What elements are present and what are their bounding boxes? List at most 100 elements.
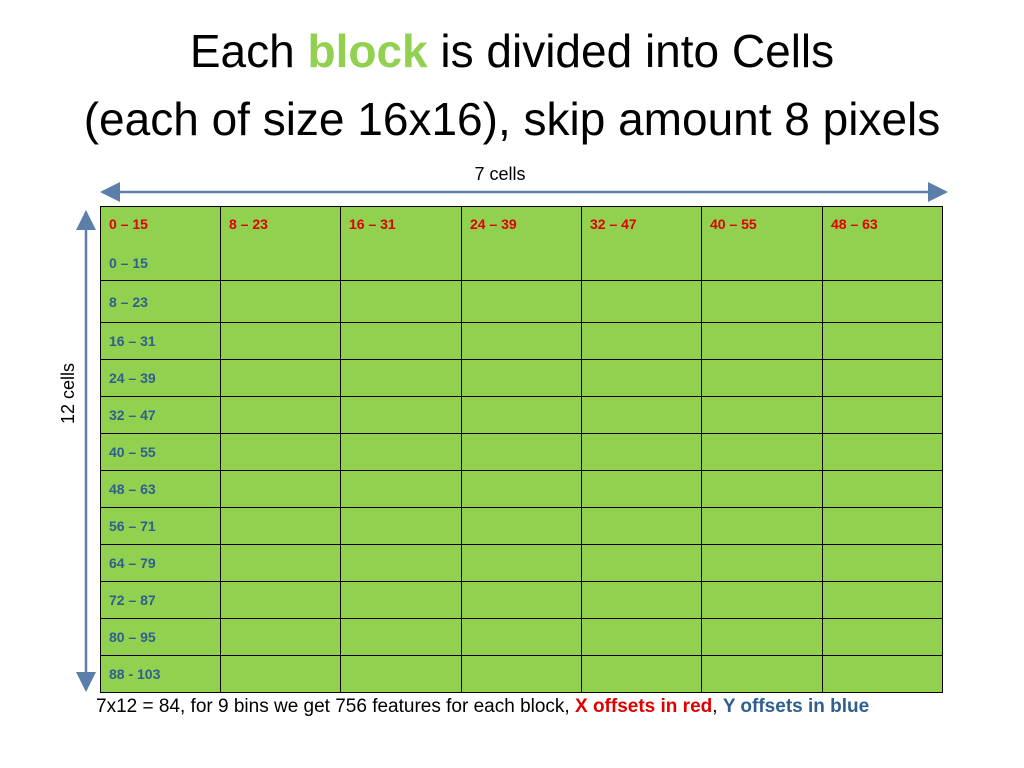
grid-cell — [701, 433, 823, 471]
grid-cell — [461, 359, 582, 397]
grid-cell — [461, 507, 582, 545]
grid-cell — [822, 618, 943, 656]
y-offset-label: 0 – 15 — [109, 255, 148, 271]
grid-row: 24 – 39 — [100, 359, 943, 397]
grid-cell — [461, 280, 582, 323]
grid-cell — [461, 544, 582, 582]
grid-cell: 40 – 55 — [100, 433, 221, 471]
grid-cell — [701, 655, 823, 693]
grid-cell — [220, 470, 341, 508]
grid-cell — [340, 507, 462, 545]
slide-title-line2: (each of size 16x16), skip amount 8 pixe… — [83, 93, 941, 145]
grid-cell: 40 – 55 — [701, 206, 823, 281]
grid-cell — [701, 618, 823, 656]
grid-row: 0 – 15 0 – 15 8 – 23 16 – 31 24 – 39 32 – 47 4… — [100, 206, 943, 281]
grid-cell — [340, 396, 462, 434]
x-offset-label: 24 – 39 — [470, 216, 517, 232]
y-offset-label: 72 – 87 — [109, 592, 156, 608]
grid-cell — [340, 359, 462, 397]
columns-count-label: 7 cells — [474, 164, 526, 184]
grid-row: 8 – 23 — [100, 280, 943, 323]
grid-cell — [340, 470, 462, 508]
grid-cell — [340, 581, 462, 619]
grid-row: 80 – 95 — [100, 618, 943, 656]
grid-cell — [822, 655, 943, 693]
grid-cell — [220, 322, 341, 360]
grid-cell — [581, 655, 702, 693]
grid-cell — [822, 359, 943, 397]
grid-cell: 24 – 39 — [100, 359, 221, 397]
grid-cell — [581, 581, 702, 619]
grid-cell — [461, 322, 582, 360]
grid-cell: 32 – 47 — [581, 206, 702, 281]
title-highlight-block: block — [307, 25, 428, 77]
x-offset-label: 0 – 15 — [109, 216, 148, 232]
grid-cell — [220, 507, 341, 545]
grid-cell — [220, 433, 341, 471]
y-offset-label: 40 – 55 — [109, 444, 156, 460]
footer-note: 7x12 = 84, for 9 bins we get 756 feature… — [96, 696, 996, 718]
grid-cell — [220, 655, 341, 693]
grid-cell: 48 – 63 — [100, 470, 221, 508]
cell-grid: 0 – 15 0 – 15 8 – 23 16 – 31 24 – 39 32 – 47 4… — [100, 206, 943, 693]
grid-row: 88 - 103 — [100, 655, 943, 693]
grid-cell — [340, 280, 462, 323]
grid-cell — [220, 618, 341, 656]
grid-row: 72 – 87 — [100, 581, 943, 619]
grid-cell — [701, 280, 823, 323]
grid-cell — [822, 433, 943, 471]
grid-cell: 64 – 79 — [100, 544, 221, 582]
x-offset-label: 16 – 31 — [349, 216, 396, 232]
grid-cell — [701, 322, 823, 360]
grid-cell — [581, 433, 702, 471]
x-offset-label: 48 – 63 — [831, 216, 878, 232]
grid-cell — [220, 544, 341, 582]
grid-cell — [822, 396, 943, 434]
grid-cell — [822, 322, 943, 360]
title-prefix: Each — [189, 25, 308, 77]
grid-cell — [220, 396, 341, 434]
y-offset-label: 56 – 71 — [109, 518, 156, 534]
grid-cell — [581, 322, 702, 360]
grid-row: 64 – 79 — [100, 544, 943, 582]
grid-cell — [701, 581, 823, 619]
y-offset-label: 80 – 95 — [109, 629, 156, 645]
grid-row: 32 – 47 — [100, 396, 943, 434]
grid-cell — [220, 359, 341, 397]
grid-cell: 24 – 39 — [461, 206, 582, 281]
grid-cell — [581, 544, 702, 582]
grid-cell — [461, 581, 582, 619]
grid-row: 48 – 63 — [100, 470, 943, 508]
grid-cell — [581, 470, 702, 508]
grid-cell — [701, 396, 823, 434]
grid-cell — [461, 433, 582, 471]
y-offset-label: 24 – 39 — [109, 370, 156, 386]
x-offset-label: 40 – 55 — [710, 216, 757, 232]
x-offset-label: 8 – 23 — [229, 216, 268, 232]
grid-cell — [340, 322, 462, 360]
grid-cell — [220, 581, 341, 619]
grid-cell: 16 – 31 — [100, 322, 221, 360]
rows-count-label: 12 cells — [58, 362, 78, 424]
grid-cell — [822, 507, 943, 545]
grid-cell — [461, 618, 582, 656]
grid-cell — [581, 507, 702, 545]
grid-cell: 48 – 63 — [822, 206, 943, 281]
grid-cell — [340, 544, 462, 582]
x-offset-label: 32 – 47 — [590, 216, 637, 232]
grid-cell — [701, 359, 823, 397]
grid-cell — [581, 618, 702, 656]
grid-cell — [581, 396, 702, 434]
footer-y-legend: Y offsets in blue — [722, 696, 870, 717]
footer-x-legend: X offsets in red — [575, 696, 713, 717]
grid-cell — [581, 280, 702, 323]
y-offset-label: 32 – 47 — [109, 407, 156, 423]
grid-cell — [461, 396, 582, 434]
grid-cell — [822, 470, 943, 508]
grid-cell — [701, 507, 823, 545]
grid-cell: 88 - 103 — [100, 655, 221, 693]
y-offset-label: 64 – 79 — [109, 555, 156, 571]
grid-cell — [701, 544, 823, 582]
grid-cell — [822, 280, 943, 323]
y-offset-label: 48 – 63 — [109, 481, 156, 497]
